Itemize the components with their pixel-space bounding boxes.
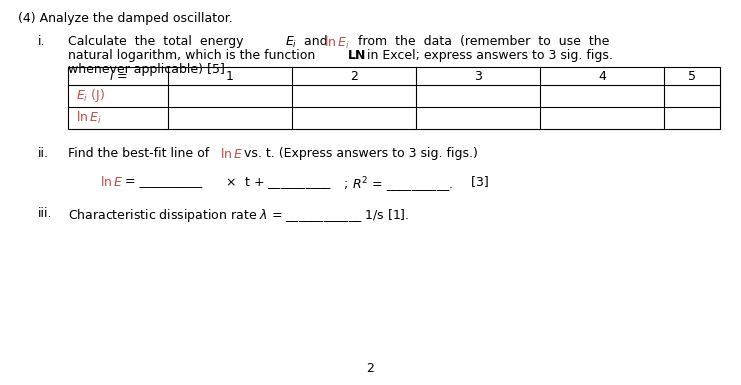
Text: $\ln E_i$: $\ln E_i$ <box>324 35 350 51</box>
Text: iii.: iii. <box>38 207 53 220</box>
Text: Calculate  the  total  energy: Calculate the total energy <box>68 35 251 48</box>
Text: $\ln E$: $\ln E$ <box>100 175 123 189</box>
Text: i.: i. <box>38 35 45 48</box>
Text: whenever applicable) [5]: whenever applicable) [5] <box>68 63 225 76</box>
Text: ii.: ii. <box>38 147 49 160</box>
Text: in Excel; express answers to 3 sig. figs.: in Excel; express answers to 3 sig. figs… <box>363 49 613 62</box>
Text: = __________: = __________ <box>121 175 202 188</box>
Text: 5: 5 <box>688 70 696 82</box>
Text: and: and <box>300 35 332 48</box>
Text: $i$ =: $i$ = <box>109 69 127 83</box>
Text: $\ln E_i$: $\ln E_i$ <box>76 110 102 126</box>
Text: [3]: [3] <box>463 175 489 188</box>
Text: 2: 2 <box>350 70 358 82</box>
Text: Find the best-fit line of: Find the best-fit line of <box>68 147 213 160</box>
Text: $E_i$: $E_i$ <box>285 35 297 50</box>
Text: vs. t. (Express answers to 3 sig. figs.): vs. t. (Express answers to 3 sig. figs.) <box>240 147 478 160</box>
Text: Characteristic dissipation rate $\lambda$ = ____________ 1/s [1].: Characteristic dissipation rate $\lambda… <box>68 207 410 224</box>
Text: ; $R^2$ = __________.: ; $R^2$ = __________. <box>340 175 453 194</box>
Text: 3: 3 <box>474 70 482 82</box>
Bar <box>68 67 720 129</box>
Text: from  the  data  (remember  to  use  the: from the data (remember to use the <box>354 35 609 48</box>
Text: $E_i$ (J): $E_i$ (J) <box>76 87 105 104</box>
Text: LN: LN <box>348 49 366 62</box>
Text: $\times$  t + __________: $\times$ t + __________ <box>218 175 332 191</box>
Text: natural logarithm, which is the function: natural logarithm, which is the function <box>68 49 319 62</box>
Text: 1: 1 <box>226 70 234 82</box>
Text: $\ln E$: $\ln E$ <box>220 147 243 161</box>
Text: 2: 2 <box>366 362 374 375</box>
Text: (4) Analyze the damped oscillator.: (4) Analyze the damped oscillator. <box>18 12 233 25</box>
Text: 4: 4 <box>598 70 606 82</box>
